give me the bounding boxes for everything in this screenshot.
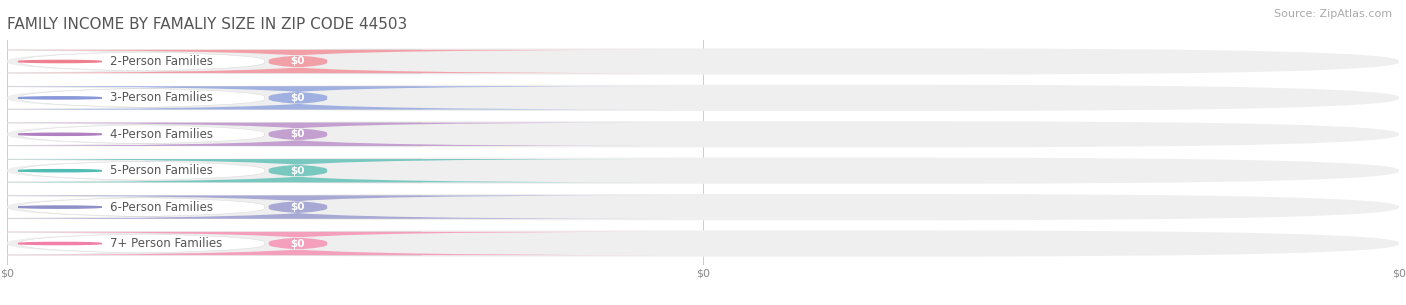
FancyBboxPatch shape bbox=[0, 232, 422, 255]
Circle shape bbox=[18, 206, 101, 208]
Text: $0: $0 bbox=[291, 202, 305, 212]
Text: $0: $0 bbox=[291, 129, 305, 139]
FancyBboxPatch shape bbox=[0, 232, 669, 255]
Text: $0: $0 bbox=[291, 239, 305, 249]
Text: 3-Person Families: 3-Person Families bbox=[110, 92, 212, 104]
Circle shape bbox=[18, 60, 101, 63]
FancyBboxPatch shape bbox=[0, 50, 422, 73]
FancyBboxPatch shape bbox=[7, 85, 1399, 111]
FancyBboxPatch shape bbox=[0, 159, 669, 182]
FancyBboxPatch shape bbox=[7, 194, 1399, 220]
Text: 4-Person Families: 4-Person Families bbox=[110, 128, 214, 141]
Text: $0: $0 bbox=[291, 166, 305, 176]
FancyBboxPatch shape bbox=[0, 123, 669, 146]
Circle shape bbox=[18, 242, 101, 245]
FancyBboxPatch shape bbox=[0, 196, 422, 219]
FancyBboxPatch shape bbox=[0, 86, 669, 109]
Circle shape bbox=[18, 133, 101, 135]
FancyBboxPatch shape bbox=[7, 230, 1399, 257]
Text: 2-Person Families: 2-Person Families bbox=[110, 55, 214, 68]
FancyBboxPatch shape bbox=[0, 50, 669, 73]
Text: $0: $0 bbox=[291, 56, 305, 66]
Text: 7+ Person Families: 7+ Person Families bbox=[110, 237, 222, 250]
FancyBboxPatch shape bbox=[0, 86, 422, 109]
Circle shape bbox=[18, 170, 101, 172]
Circle shape bbox=[18, 97, 101, 99]
Text: $0: $0 bbox=[291, 93, 305, 103]
FancyBboxPatch shape bbox=[7, 48, 1399, 75]
Text: Source: ZipAtlas.com: Source: ZipAtlas.com bbox=[1274, 9, 1392, 19]
FancyBboxPatch shape bbox=[0, 196, 669, 219]
FancyBboxPatch shape bbox=[7, 158, 1399, 184]
Text: 5-Person Families: 5-Person Families bbox=[110, 164, 212, 177]
Text: 6-Person Families: 6-Person Families bbox=[110, 201, 214, 213]
FancyBboxPatch shape bbox=[0, 159, 422, 182]
FancyBboxPatch shape bbox=[7, 121, 1399, 147]
FancyBboxPatch shape bbox=[0, 123, 422, 146]
Text: FAMILY INCOME BY FAMALIY SIZE IN ZIP CODE 44503: FAMILY INCOME BY FAMALIY SIZE IN ZIP COD… bbox=[7, 16, 408, 31]
